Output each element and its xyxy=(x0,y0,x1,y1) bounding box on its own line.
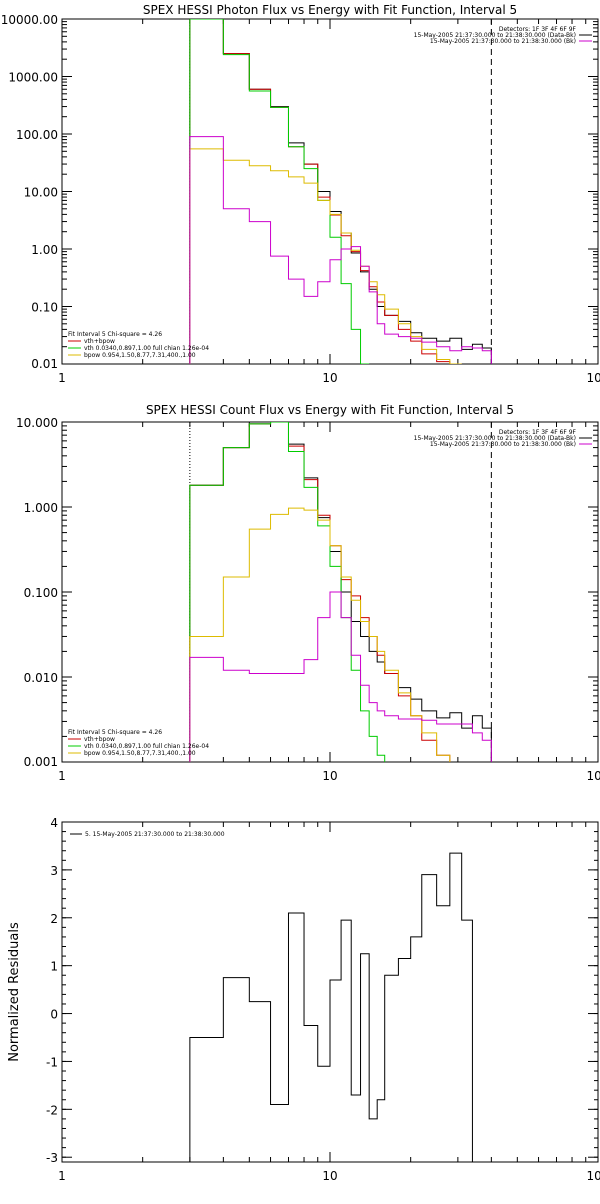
count-flux-series xyxy=(189,422,492,762)
x-tick-label: 10 xyxy=(322,371,337,385)
y-tick-label: -3 xyxy=(46,1151,58,1165)
legend-entry-text: vth+bpow xyxy=(84,338,115,345)
legend-entry-text: 15-May-2005 21:37:30.000 to 21:38:30.000… xyxy=(414,32,576,39)
x-tick-label: 100 xyxy=(587,371,600,385)
residuals-y-axis-label: Normalized Residuals xyxy=(7,922,22,1062)
y-tick-label: 0.10 xyxy=(31,301,58,315)
y-tick-label: 10.00 xyxy=(24,186,58,200)
photon-flux-title: SPEX HESSI Photon Flux vs Energy with Fi… xyxy=(143,3,517,17)
legend-entry-text: vth 0.0340,0.897,1.00 full chian 1.26e-0… xyxy=(84,743,209,750)
count-flux-title: SPEX HESSI Count Flux vs Energy with Fit… xyxy=(146,403,514,417)
y-tick-label: 100.00 xyxy=(16,128,58,142)
photon-flux-series xyxy=(189,19,492,364)
y-tick-label: -1 xyxy=(46,1055,58,1069)
photon-flux-axes: 1 10 100 10000.00 1000.00 100.00 10.00 1.00 0.10… xyxy=(1,13,600,385)
y-tick-label: 1000.00 xyxy=(8,71,58,85)
count-flux-panel: SPEX HESSI Count Flux vs Energy with Fit… xyxy=(16,403,600,783)
photon-flux-legend-bottom-left: Fit Interval 5 Chi-square = 4.26vth+bpow… xyxy=(68,331,209,359)
legend-entry-text: 5. 15-May-2005 21:37:30.000 to 21:38:30.… xyxy=(85,831,225,838)
series-vth-line xyxy=(189,19,370,364)
x-tick-label: 100 xyxy=(587,1169,600,1183)
x-tick-label: 1 xyxy=(58,1169,66,1183)
series-5-15-may-2005-21-37-30-000-to-21-38-30-000-line xyxy=(189,852,473,1162)
y-tick-label: 1 xyxy=(50,960,58,974)
residuals-series xyxy=(189,852,473,1162)
y-tick-label: 0.010 xyxy=(24,671,58,685)
y-tick-label: 0 xyxy=(50,1008,58,1022)
x-tick-label: 10 xyxy=(322,1169,337,1183)
series-data-bk-line xyxy=(189,422,492,762)
legend-entry-text: vth 0.0340,0.897,1.00 full chian 1.26e-0… xyxy=(84,345,209,352)
y-tick-label: 2 xyxy=(50,912,58,926)
residuals-panel: Normalized Residuals 11010043210-1-2-3 5… xyxy=(7,816,600,1183)
series-data-bk-line xyxy=(189,19,492,364)
legend-entry-text: vth+bpow xyxy=(84,736,115,743)
legend-entry-text: bpow 0.954,1.50,8.77,7.31,400.,1.00 xyxy=(84,750,196,757)
series-bk-line xyxy=(189,136,492,364)
legend-entry-text: 15-May-2005 21:37:30.000 to 21:38:30.000… xyxy=(414,435,576,442)
y-tick-label: -2 xyxy=(46,1103,58,1117)
x-tick-label: 1 xyxy=(58,371,66,385)
legend-entry-text: Fit Interval 5 Chi-square = 4.26 xyxy=(68,729,162,736)
legend-entry-text: 15-May-2005 21:37:30.000 to 21:38:30.000… xyxy=(430,38,576,45)
photon-flux-panel: SPEX HESSI Photon Flux vs Energy with Fi… xyxy=(1,3,600,385)
x-tick-label: 100 xyxy=(587,769,600,783)
legend-entry-text: bpow 0.954,1.50,8.77,7.31,400.,1.00 xyxy=(84,352,196,359)
count-flux-axes: 1 10 100 10.000 1.000 0.100 0.010 0.001 xyxy=(16,416,600,783)
y-tick-label: 0.001 xyxy=(24,755,58,769)
legend-entry-text: Fit Interval 5 Chi-square = 4.26 xyxy=(68,331,162,338)
residuals-axes: 11010043210-1-2-3 xyxy=(46,816,600,1183)
y-tick-label: 4 xyxy=(50,816,58,830)
series-bk-line xyxy=(189,591,492,762)
legend-entry-text: Detectors: 1F 3F 4F 6F 9F xyxy=(499,429,577,436)
legend-entry-text: Detectors: 1F 3F 4F 6F 9F xyxy=(499,26,577,33)
legend-entry-text: 15-May-2005 21:37:30.000 to 21:38:30.000… xyxy=(430,441,576,448)
series-bpow-line xyxy=(189,507,451,762)
y-tick-label: 1.00 xyxy=(31,243,58,257)
x-tick-label: 1 xyxy=(58,769,66,783)
y-tick-label: 3 xyxy=(50,864,58,878)
y-tick-label: 10000.00 xyxy=(1,13,58,27)
y-tick-label: 10.000 xyxy=(16,416,58,430)
count-flux-legend-bottom-left: Fit Interval 5 Chi-square = 4.26vth+bpow… xyxy=(68,729,209,757)
x-tick-label: 10 xyxy=(322,769,337,783)
residuals-legend: 5. 15-May-2005 21:37:30.000 to 21:38:30.… xyxy=(70,831,225,838)
series-bpow-line xyxy=(189,148,462,364)
y-tick-label: 0.100 xyxy=(24,586,58,600)
y-tick-label: 0.01 xyxy=(31,357,58,371)
y-tick-label: 1.000 xyxy=(24,501,58,515)
series-vth-line xyxy=(189,422,386,762)
